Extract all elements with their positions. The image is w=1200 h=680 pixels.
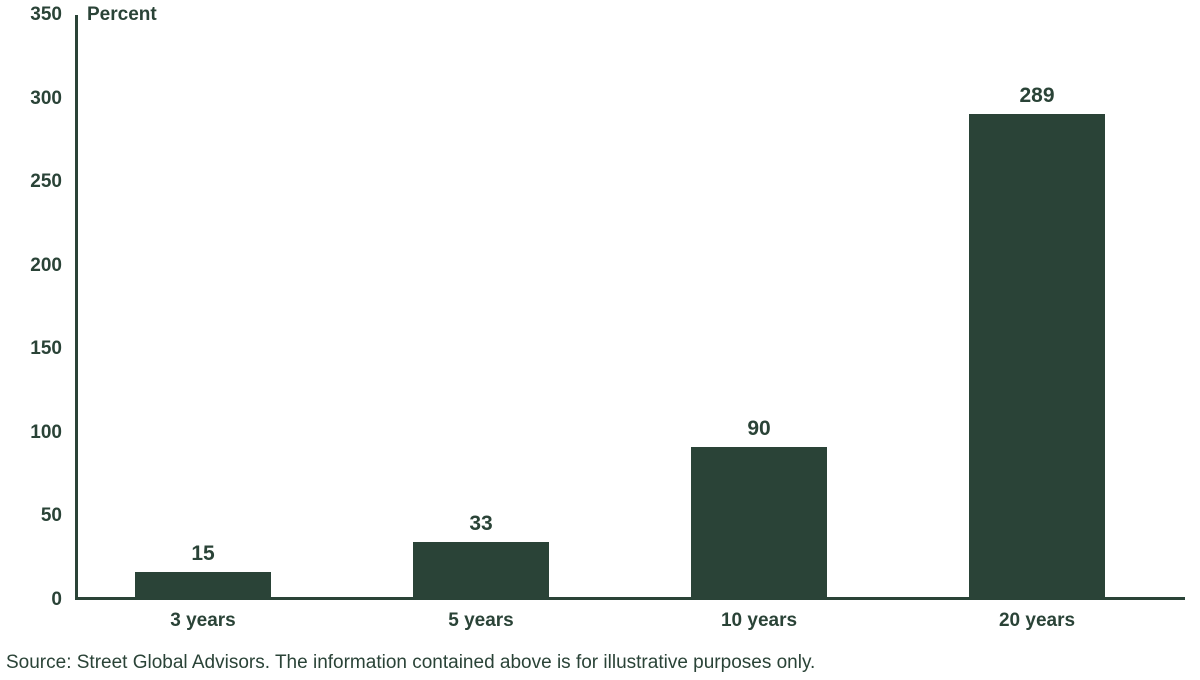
y-tick-label: 300 <box>2 88 62 110</box>
bar <box>691 447 827 597</box>
x-axis <box>75 597 1185 600</box>
bar-value-label: 15 <box>191 542 214 566</box>
chart-footnote: Source: Street Global Advisors. The info… <box>6 652 815 674</box>
x-tick-label: 20 years <box>999 610 1075 632</box>
y-tick-label: 150 <box>2 338 62 360</box>
y-tick-label: 350 <box>2 4 62 26</box>
y-tick-label: 0 <box>2 589 62 611</box>
y-tick-label: 100 <box>2 422 62 444</box>
bar-value-label: 90 <box>747 417 770 441</box>
bar <box>135 572 271 597</box>
bar-chart: Source: Street Global Advisors. The info… <box>0 0 1200 680</box>
x-tick-label: 10 years <box>721 610 797 632</box>
y-tick-label: 250 <box>2 171 62 193</box>
bar-value-label: 289 <box>1019 84 1054 108</box>
bar <box>413 542 549 597</box>
y-axis-unit-label: Percent <box>87 4 157 26</box>
y-tick-label: 50 <box>2 505 62 527</box>
bar-value-label: 33 <box>469 512 492 536</box>
x-tick-label: 5 years <box>448 610 514 632</box>
y-axis <box>75 15 78 600</box>
bar <box>969 114 1105 597</box>
x-tick-label: 3 years <box>170 610 236 632</box>
y-tick-label: 200 <box>2 255 62 277</box>
